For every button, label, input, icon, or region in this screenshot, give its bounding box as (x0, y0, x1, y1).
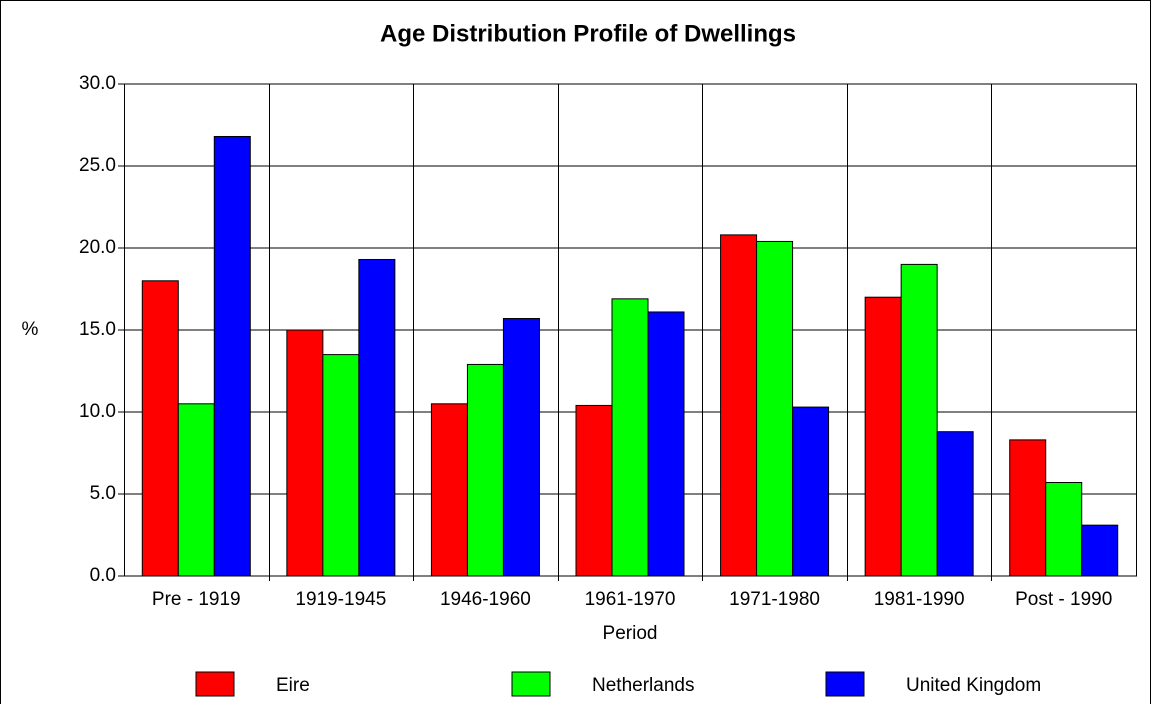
bar (466, 363, 504, 577)
legend-label: United Kingdom (906, 675, 1041, 696)
x-tick-label: Pre - 1919 (152, 589, 241, 610)
x-axis-label: Period (603, 623, 658, 644)
bar (720, 234, 758, 577)
bar (647, 311, 685, 577)
x-tick-label: Post - 1990 (1015, 589, 1112, 610)
bar (792, 406, 830, 577)
y-tick-label: 10.0 (79, 401, 116, 422)
y-tick-label: 0.0 (90, 565, 116, 586)
chart-title: Age Distribution Profile of Dwellings (380, 20, 796, 47)
legend-swatch (825, 671, 865, 697)
bar (1081, 524, 1119, 577)
x-tick-label: 1961-1970 (585, 589, 676, 610)
bar (756, 240, 794, 577)
y-axis-label: % (22, 319, 39, 340)
legend-swatch (195, 671, 235, 697)
bar (900, 263, 938, 577)
bar (213, 135, 251, 577)
bar (936, 431, 974, 577)
bar (502, 318, 540, 577)
x-tick-label: 1919-1945 (295, 589, 386, 610)
bar (430, 403, 468, 577)
legend-label: Netherlands (592, 675, 694, 696)
bar (177, 403, 215, 577)
bar (1009, 439, 1047, 577)
y-tick-label: 5.0 (90, 483, 116, 504)
legend-label: Eire (276, 675, 310, 696)
y-tick-label: 25.0 (79, 155, 116, 176)
x-tick-label: 1971-1980 (729, 589, 820, 610)
x-tick-label: 1946-1960 (440, 589, 531, 610)
bar (611, 298, 649, 577)
bar (358, 258, 396, 577)
y-tick-label: 15.0 (79, 319, 116, 340)
legend-swatch (511, 671, 551, 697)
bar (864, 296, 902, 577)
bar (575, 404, 613, 577)
bar (322, 354, 360, 577)
y-tick-label: 30.0 (79, 73, 116, 94)
bar (286, 329, 324, 577)
bar (1045, 482, 1083, 577)
bar (141, 280, 179, 577)
x-tick-label: 1981-1990 (874, 589, 965, 610)
y-tick-label: 20.0 (79, 237, 116, 258)
